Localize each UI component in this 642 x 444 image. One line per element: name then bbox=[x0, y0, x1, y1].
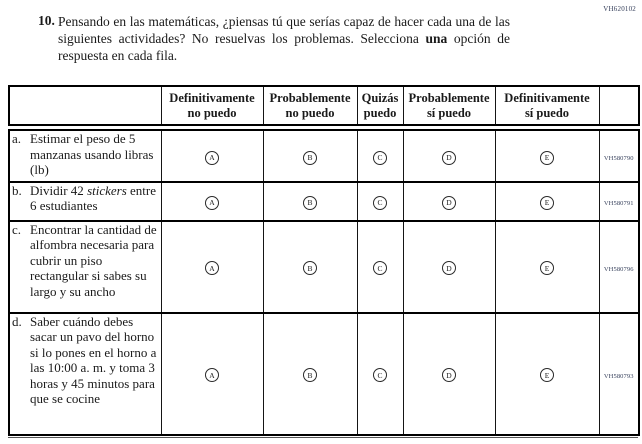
header-definitivamente-no-puedo: Definitivamente no puedo bbox=[160, 85, 264, 131]
row-a-code-cell: VH580790 bbox=[598, 126, 640, 182]
header-line: sí puedo bbox=[426, 105, 472, 120]
option-bubble-d[interactable]: D bbox=[442, 195, 456, 210]
option-bubble-e[interactable]: E bbox=[540, 150, 554, 165]
stem-text-post: entre 6 estudiantes bbox=[30, 182, 157, 214]
header-line: sí puedo bbox=[524, 105, 570, 120]
option-bubble-e[interactable]: E bbox=[540, 195, 554, 210]
stem-text-pre: Estimar el peso de 5 manzanas usando lib… bbox=[30, 131, 154, 177]
header-probablemente-no-puedo: Probablemente no puedo bbox=[262, 85, 358, 131]
stem-text-pre: Dividir 42 bbox=[30, 182, 88, 198]
option-bubble-b[interactable]: B bbox=[303, 368, 317, 383]
row-letter: b. bbox=[12, 182, 22, 198]
option-bubble-b[interactable]: B bbox=[303, 261, 317, 276]
header-row: Definitivamente no puedo Probablemente n… bbox=[8, 85, 640, 131]
stem-text-pre: Saber cuándo debes sacar un pavo del hor… bbox=[30, 313, 157, 407]
option-bubble-a[interactable]: A bbox=[205, 195, 219, 210]
question-number: 10. bbox=[38, 13, 55, 28]
header-empty-code bbox=[598, 85, 640, 131]
option-bubble-a[interactable]: A bbox=[205, 150, 219, 165]
row-a-stem: a. Estimar el peso de 5 manzanas usando … bbox=[8, 126, 162, 182]
header-line: Quizás bbox=[361, 91, 399, 105]
header-line: no puedo bbox=[285, 105, 335, 120]
response-matrix-table: Definitivamente no puedo Probablemente n… bbox=[8, 85, 640, 436]
header-line: puedo bbox=[363, 105, 397, 120]
option-bubble-a[interactable]: A bbox=[205, 368, 219, 383]
row-stem-text: Encontrar la cantidad de alfombra necesa… bbox=[30, 222, 161, 300]
row-letter: c. bbox=[12, 221, 22, 237]
question-text-pre: Pensando en las matemáticas, ¿piensas tú… bbox=[58, 14, 510, 46]
row-stem-text: Estimar el peso de 5 manzanas usando lib… bbox=[30, 131, 161, 178]
header-line: Probablemente bbox=[269, 91, 351, 105]
row-letter: d. bbox=[12, 313, 22, 329]
header-quizas-puedo: Quizás puedo bbox=[356, 85, 404, 131]
row-letter: a. bbox=[12, 131, 22, 146]
row-b-stem: b. Dividir 42 stickers entre 6 estudiant… bbox=[8, 180, 162, 221]
option-bubble-a[interactable]: A bbox=[205, 261, 219, 276]
page-accession-code: VH620102 bbox=[603, 5, 636, 13]
row-d-code-cell: VH580793 bbox=[598, 311, 640, 435]
row-c-stem: c. Encontrar la cantidad de alfombra nec… bbox=[8, 219, 162, 313]
header-line: Definitivamente bbox=[504, 91, 590, 105]
option-bubble-c[interactable]: C bbox=[373, 195, 387, 210]
option-bubble-b[interactable]: B bbox=[303, 150, 317, 165]
row-b-code-cell: VH580791 bbox=[598, 180, 640, 221]
header-line: Definitivamente bbox=[169, 91, 255, 105]
header-empty-stem bbox=[8, 85, 162, 131]
header-line: no puedo bbox=[187, 105, 237, 120]
item-code: VH580796 bbox=[603, 265, 634, 273]
header-line: Probablemente bbox=[408, 91, 490, 105]
row-stem-text: Saber cuándo debes sacar un pavo del hor… bbox=[30, 314, 161, 407]
option-bubble-d[interactable]: D bbox=[442, 150, 456, 165]
stem-text-italic: stickers bbox=[87, 182, 127, 198]
option-bubble-c[interactable]: C bbox=[373, 368, 387, 383]
row-d-stem: d. Saber cuándo debes sacar un pavo del … bbox=[8, 311, 162, 435]
stem-text-pre: Encontrar la cantidad de alfombra necesa… bbox=[30, 221, 157, 299]
table-row-c: c. Encontrar la cantidad de alfombra nec… bbox=[8, 219, 640, 313]
question-text-bold: una bbox=[425, 31, 448, 46]
question-text: Pensando en las matemáticas, ¿piensas tú… bbox=[58, 13, 510, 64]
table-row-d: d. Saber cuándo debes sacar un pavo del … bbox=[8, 311, 640, 435]
header-definitivamente-si-puedo: Definitivamente sí puedo bbox=[494, 85, 600, 131]
table-row-a: a. Estimar el peso de 5 manzanas usando … bbox=[8, 126, 640, 182]
question-stem: 10. Pensando en las matemáticas, ¿piensa… bbox=[0, 0, 642, 64]
question-text-post: opción de respuesta en cada fila. bbox=[58, 31, 510, 63]
item-code: VH580791 bbox=[603, 200, 634, 207]
option-bubble-b[interactable]: B bbox=[303, 195, 317, 210]
item-code: VH580793 bbox=[603, 372, 634, 380]
option-bubble-c[interactable]: C bbox=[373, 150, 387, 165]
option-bubble-c[interactable]: C bbox=[373, 261, 387, 276]
option-bubble-e[interactable]: E bbox=[540, 368, 554, 383]
row-c-code-cell: VH580796 bbox=[598, 219, 640, 313]
header-probablemente-si-puedo: Probablemente sí puedo bbox=[402, 85, 496, 131]
item-code: VH580790 bbox=[603, 154, 634, 162]
option-bubble-d[interactable]: D bbox=[442, 261, 456, 276]
row-stem-text: Dividir 42 stickers entre 6 estudiantes bbox=[30, 183, 161, 214]
table-row-b: b. Dividir 42 stickers entre 6 estudiant… bbox=[8, 180, 640, 221]
option-bubble-e[interactable]: E bbox=[540, 261, 554, 276]
table-bottom-rule bbox=[8, 436, 638, 438]
option-bubble-d[interactable]: D bbox=[442, 368, 456, 383]
